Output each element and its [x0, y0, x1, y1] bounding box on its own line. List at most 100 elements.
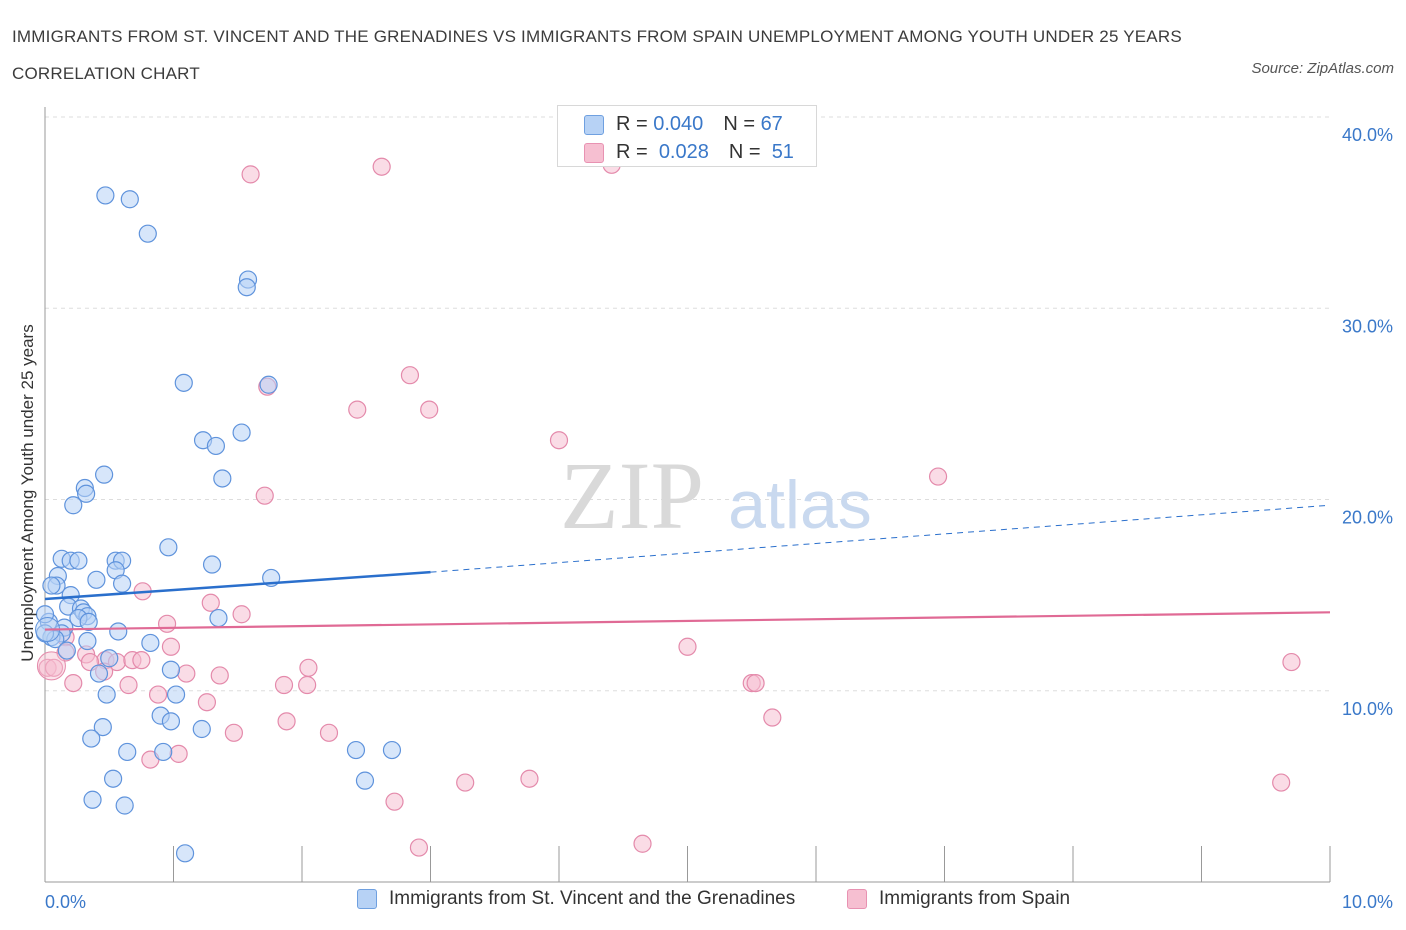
stats-r-value: 0.040: [653, 113, 704, 135]
spain-point: [928, 467, 948, 486]
svg-point: [346, 740, 366, 760]
y-axis-label: Unemployment Among Youth under 25 years: [18, 324, 37, 661]
spain-point: [157, 614, 177, 633]
spain-point: [298, 675, 317, 695]
svg-point: [209, 608, 228, 628]
watermark: ZIP atlas: [560, 442, 872, 549]
svg-point: [118, 742, 137, 762]
y-tick-label: 10.0%: [1342, 699, 1393, 719]
spain-point: [201, 593, 220, 612]
spain-point: [409, 838, 429, 857]
stats-r-value: 0.028: [658, 141, 709, 163]
svg-point: [259, 375, 278, 394]
trend-line-spain: [44, 611, 1331, 631]
spain-point: [161, 637, 181, 656]
svg-point: [97, 685, 116, 704]
source-label: Source: ZipAtlas.com: [1251, 60, 1394, 77]
legend-label-svg: Immigrants from St. Vincent and the Gren…: [389, 888, 796, 909]
spain-point: [232, 605, 251, 624]
svg-point: [192, 719, 211, 739]
svg-point: [138, 224, 157, 243]
spain-point: [148, 685, 168, 704]
spain-point: [241, 165, 260, 184]
spain-point: [119, 675, 138, 695]
spain-point: [385, 792, 404, 811]
spain-point: [197, 693, 217, 712]
spain-point: [549, 431, 569, 450]
gridlines: [45, 116, 1330, 692]
stats-r-label: R =: [616, 141, 648, 163]
svg-point: [159, 538, 178, 557]
svg-point: [57, 641, 76, 660]
spain-point: [456, 773, 475, 792]
stats-swatch-spain: [584, 142, 604, 163]
y-tick-label: 30.0%: [1342, 316, 1393, 336]
spain-point: [132, 651, 151, 670]
svg-point: [112, 574, 132, 593]
legend-swatch-svg: [357, 889, 377, 909]
y-tick-label: 20.0%: [1342, 508, 1393, 528]
legend-item-spain[interactable]: Immigrants from Spain: [847, 888, 1070, 910]
spain-point: [210, 666, 229, 685]
svg-point: [79, 612, 98, 632]
spain-point: [277, 712, 296, 731]
svg-point: [93, 717, 112, 737]
svg-point: [154, 742, 173, 762]
svg-point: [115, 796, 134, 815]
spain-point: [36, 651, 66, 681]
spain-point: [520, 769, 539, 788]
svg-point: [42, 576, 61, 595]
spain-point: [420, 400, 439, 419]
svg-point: [109, 622, 128, 641]
svg-point: [174, 373, 193, 392]
svg-point: [166, 685, 186, 704]
chart-legend: Immigrants from St. Vincent and the Gren…: [0, 888, 1406, 918]
svg-point: [77, 484, 96, 503]
trend-line-svg-extension: [430, 504, 1331, 573]
spain-point: [678, 637, 697, 656]
trend-line-svg: [44, 570, 431, 601]
spain-point: [224, 723, 243, 742]
svg-point: [35, 605, 55, 624]
svg-point: [100, 649, 119, 668]
svg-point: [83, 790, 102, 809]
x-tick-labels: 0.0% 10.0%: [45, 892, 1393, 912]
stats-row-svg: R = 0.040 N = 67: [584, 113, 783, 136]
svg-point: [87, 570, 106, 589]
svg-point: [355, 771, 375, 790]
stats-n-label: N =: [723, 113, 755, 135]
svg-point: [206, 436, 226, 456]
y-tick-label: 40.0%: [1342, 125, 1393, 145]
spain-point: [746, 673, 765, 693]
svg-point: [69, 551, 88, 570]
stats-n-value: 67: [760, 113, 783, 135]
svg-point: [64, 496, 83, 515]
stats-row-spain: R = 0.028 N = 51: [584, 141, 794, 164]
stats-swatch-svg: [584, 114, 604, 135]
spain-point: [255, 486, 274, 505]
stats-r-label: R =: [616, 113, 648, 135]
y-tick-labels: 10.0% 20.0% 30.0% 40.0%: [1342, 125, 1393, 719]
spain-point: [348, 400, 367, 419]
svg-point: [161, 660, 181, 679]
svg-point: [141, 633, 160, 653]
x-tick-label: 10.0%: [1342, 892, 1393, 912]
stats-legend-box: R = 0.040 N = 67 R = 0.028 N = 51: [557, 105, 817, 167]
spain-point: [763, 708, 782, 727]
svg-point: [202, 555, 222, 574]
spain-point: [299, 658, 318, 677]
trend-lines: [44, 504, 1331, 631]
svg-point: [237, 278, 256, 297]
spain-point: [400, 366, 420, 385]
spain-point: [372, 157, 391, 176]
watermark-zip: ZIP: [560, 442, 704, 549]
svg-point: [82, 729, 101, 748]
legend-item-svg[interactable]: Immigrants from St. Vincent and the Gren…: [357, 888, 795, 910]
legend-swatch-spain: [847, 889, 867, 909]
stats-n-value: 51: [771, 141, 794, 163]
svg-point: [382, 740, 402, 760]
spain-point: [169, 744, 188, 763]
spain-point: [633, 834, 652, 853]
chart-title: IMMIGRANTS FROM ST. VINCENT AND THE GREN…: [12, 27, 1182, 83]
